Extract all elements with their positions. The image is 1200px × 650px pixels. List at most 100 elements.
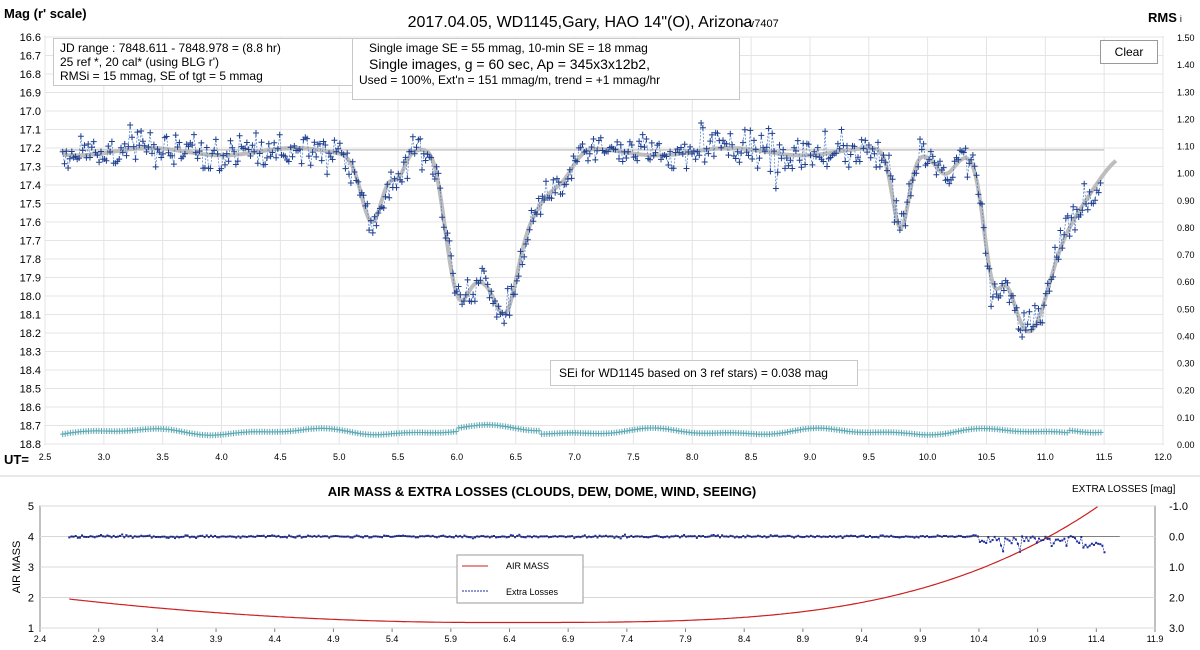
data-point	[267, 153, 274, 160]
data-point	[471, 298, 478, 305]
data-point	[402, 154, 409, 161]
extra-losses-point	[1042, 539, 1045, 541]
data-point	[886, 152, 892, 159]
data-point	[614, 138, 621, 145]
extra-losses-point	[218, 536, 221, 539]
extra-losses-point	[816, 535, 819, 538]
data-point	[876, 163, 883, 170]
data-point	[429, 171, 436, 178]
extra-losses-point	[362, 536, 364, 539]
data-point	[687, 143, 694, 150]
data-point	[539, 193, 546, 200]
data-point	[999, 280, 1006, 287]
info-used: Used = 100%, Ext'n = 151 mmag/m, trend =…	[359, 73, 661, 87]
data-point	[780, 146, 787, 153]
data-point	[1068, 214, 1075, 221]
data-point	[150, 141, 157, 148]
data-point	[234, 158, 241, 165]
extra-losses-point	[678, 536, 681, 539]
data-point	[637, 143, 644, 150]
data-point	[674, 146, 681, 152]
data-point	[543, 178, 549, 185]
data-point	[778, 155, 785, 162]
data-point	[121, 140, 128, 147]
data-point	[820, 158, 827, 165]
data-point	[132, 156, 139, 163]
data-point	[1004, 279, 1011, 286]
data-point	[408, 148, 415, 155]
top-right-tick: 1.10	[1177, 142, 1195, 152]
data-point	[714, 130, 721, 137]
data-point	[493, 314, 500, 320]
top-right-tick: 1.20	[1177, 114, 1195, 124]
data-point	[123, 152, 130, 159]
bottom-right-axis-label: EXTRA LOSSES [mag]	[1072, 484, 1176, 495]
data-point	[457, 291, 464, 298]
data-point	[236, 132, 243, 139]
extra-losses-point	[719, 536, 721, 539]
data-point	[761, 148, 768, 155]
data-point	[149, 150, 155, 157]
data-point	[1066, 233, 1073, 240]
data-point	[90, 138, 97, 145]
top-y-tick: 17.5	[20, 199, 41, 211]
data-point	[194, 155, 201, 162]
data-point	[218, 165, 225, 172]
data-point	[446, 237, 453, 244]
data-point	[681, 141, 688, 148]
data-point	[913, 170, 920, 177]
data-point	[625, 148, 632, 155]
data-point	[907, 192, 914, 199]
data-point	[242, 145, 249, 152]
data-point	[636, 138, 643, 145]
data-point	[464, 276, 471, 283]
data-point	[170, 161, 177, 168]
data-point	[824, 163, 830, 170]
data-point	[398, 178, 405, 185]
extra-losses-point	[97, 535, 100, 538]
data-point	[1090, 200, 1097, 207]
top-right-tick: 0.90	[1177, 196, 1195, 206]
top-x-tick: 9.5	[863, 452, 876, 462]
se-note: SEi for WD1145 based on 3 ref stars) = 0…	[550, 360, 858, 386]
data-point	[782, 165, 788, 172]
data-point	[771, 148, 778, 155]
info-jd-range: JD range : 7848.611 - 7848.978 = (8.8 hr…	[60, 41, 281, 55]
data-point	[555, 179, 562, 186]
bottom-x-tick: 7.9	[679, 634, 692, 644]
bottom-x-tick: 2.9	[92, 634, 105, 644]
data-point	[563, 181, 570, 188]
data-point	[1064, 212, 1071, 219]
data-point	[103, 157, 110, 164]
data-point	[375, 210, 382, 216]
extra-losses-point	[509, 534, 512, 537]
data-point	[373, 222, 380, 229]
extra-losses-point	[207, 536, 210, 539]
data-point	[262, 161, 269, 168]
data-point	[119, 149, 126, 156]
bottom-x-tick: 7.4	[621, 634, 634, 644]
data-point	[844, 142, 850, 149]
data-point	[265, 140, 272, 147]
data-point	[231, 148, 238, 155]
data-point	[512, 291, 518, 298]
top-x-tick: 9.0	[804, 452, 817, 462]
extra-losses-point	[1084, 543, 1087, 546]
data-point	[311, 139, 318, 146]
data-point	[305, 153, 312, 160]
data-point	[792, 148, 799, 154]
extra-losses-point	[1016, 542, 1019, 545]
data-point	[495, 303, 502, 310]
bottom-x-tick: 5.9	[445, 634, 458, 644]
extra-losses-point	[431, 534, 434, 537]
data-point	[212, 136, 219, 143]
extra-losses-point	[522, 536, 525, 539]
extra-losses-point	[78, 536, 81, 539]
extra-losses-point	[1048, 537, 1051, 540]
clear-button[interactable]: Clear	[1100, 40, 1158, 64]
data-point	[1073, 206, 1080, 213]
data-point	[685, 149, 692, 155]
data-point	[320, 138, 327, 145]
data-point	[160, 150, 166, 157]
bottom-y-tick: 3	[28, 562, 34, 574]
